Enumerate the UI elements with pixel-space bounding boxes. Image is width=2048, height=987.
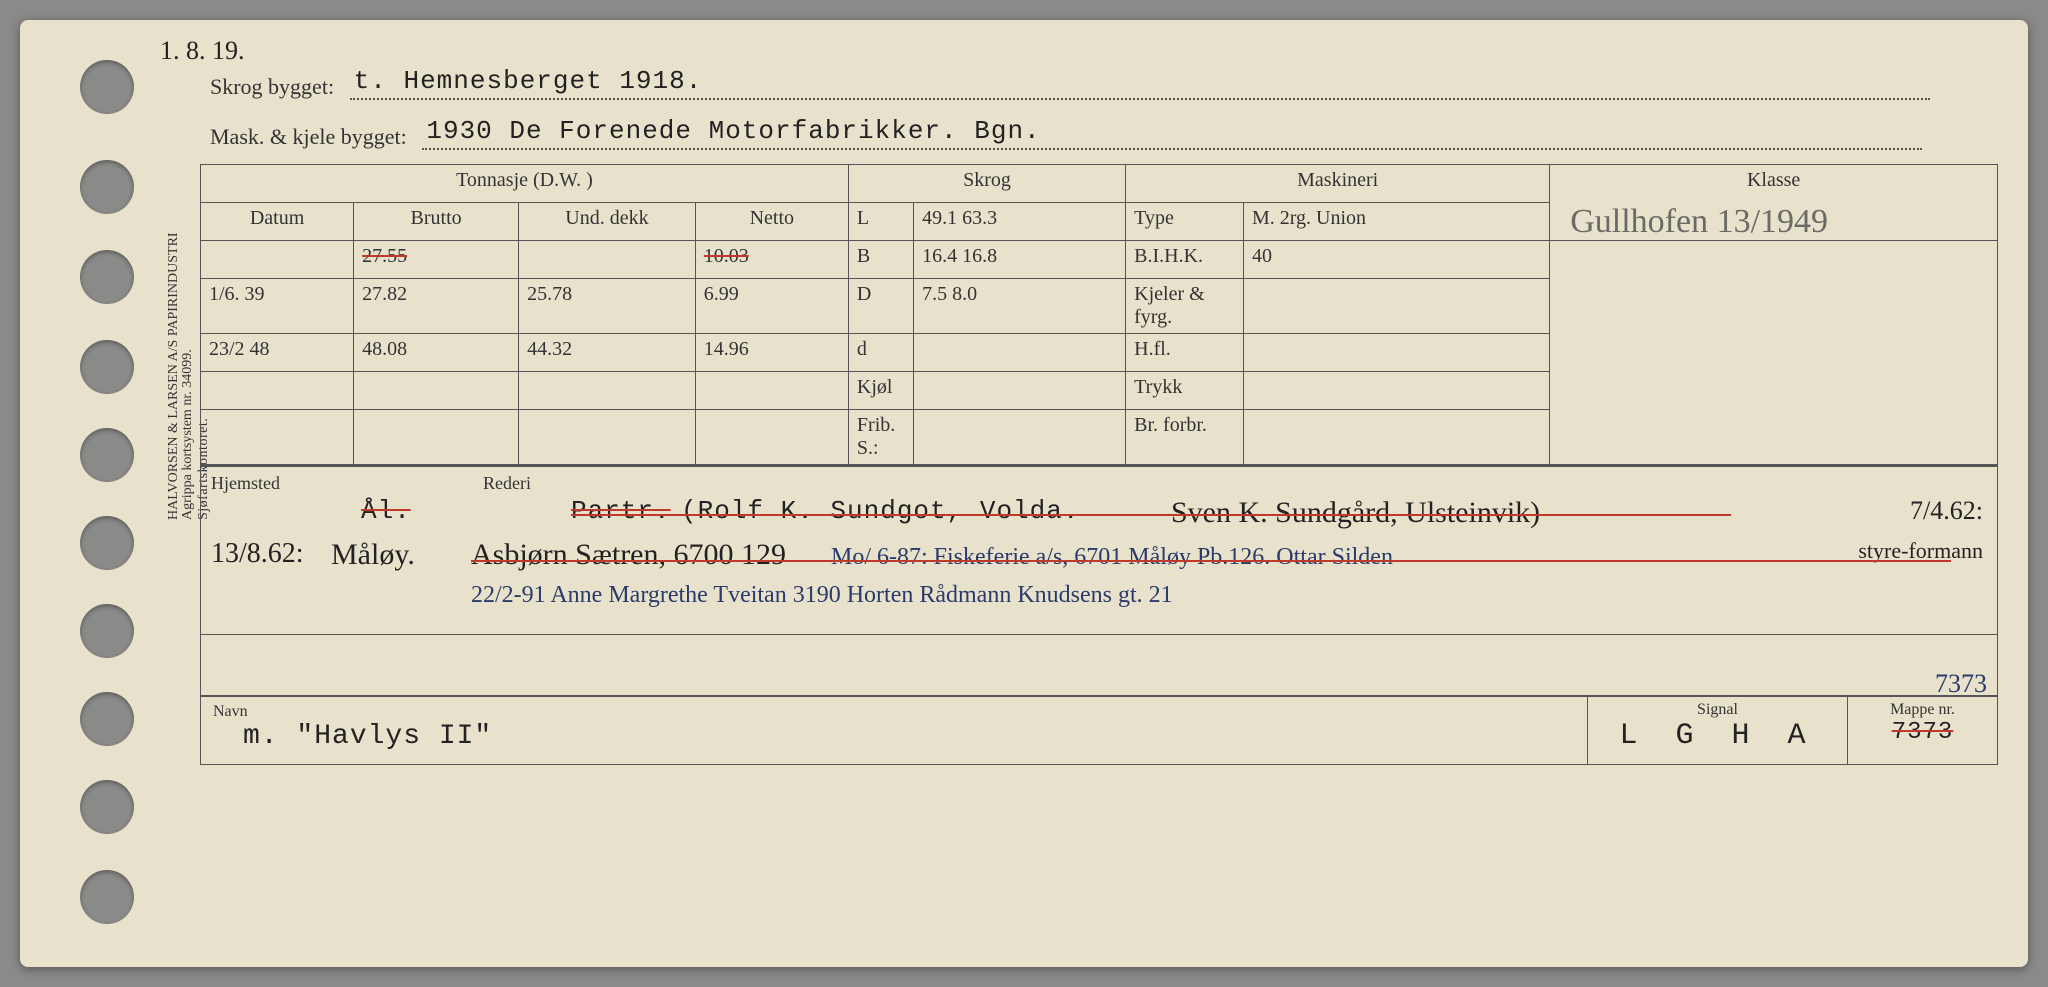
punch-hole (80, 516, 134, 570)
punch-hole (80, 692, 134, 746)
line3: 22/2-91 Anne Margrethe Tveitan 3190 Hort… (471, 582, 1173, 609)
th-tonnasje: Tonnasje (D.W. ) (201, 165, 849, 203)
klasse-cell (1550, 241, 1998, 465)
cell-brutto: 48.08 (354, 334, 519, 372)
th-unddekk: Und. dekk (519, 203, 696, 241)
header-block: 1. 8. 19. Skrog bygget: t. Hemnesberget … (200, 30, 1998, 160)
signal-value: L G H A (1596, 719, 1839, 753)
navn-value: m. "Havlys II" (243, 721, 1575, 752)
skrog-B-val: 16.4 16.8 (914, 241, 1126, 279)
cell-brutto: 27.55 (354, 241, 519, 279)
skrog-D-label: D (848, 279, 913, 334)
mask-kjeler-val (1243, 279, 1549, 334)
skrog-kjol-label: Kjøl (848, 372, 913, 410)
mappe-typed: 7373 (1856, 719, 1989, 746)
rederi-label: Rederi (483, 473, 531, 494)
bottom-section: Navn m. "Havlys II" Signal L G H A 7373 … (200, 695, 1998, 765)
cell-unddekk: 44.32 (519, 334, 696, 372)
th-skrog: Skrog (848, 165, 1125, 203)
skrog-kjol-val (914, 372, 1126, 410)
skrog-bygget-label: Skrog bygget: (210, 74, 334, 99)
cell-datum: 23/2 48 (201, 334, 354, 372)
skrog-d-val (914, 334, 1126, 372)
mask-trykk-label: Trykk (1126, 372, 1244, 410)
cell-brutto: 27.82 (354, 279, 519, 334)
th-brutto: Brutto (354, 203, 519, 241)
line2b: Mo/ 6-87: Fiskeferie a/s, 6701 Måløy Pb.… (831, 544, 1393, 571)
punch-hole (80, 340, 134, 394)
red-strikethrough-icon (471, 560, 1951, 562)
cell-unddekk: 25.78 (519, 279, 696, 334)
th-klasse: Klasse Gullhofen 13/1949 (1550, 165, 1998, 241)
mask-br-label: Br. forbr. (1126, 410, 1244, 465)
th-netto: Netto (695, 203, 848, 241)
punch-hole (80, 870, 134, 924)
mask-bihk-val: 40 (1243, 241, 1549, 279)
hjemsted-1: Ål. (361, 496, 411, 526)
rederi-1-hand: Sven K. Sundgård, Ulsteinvik) (1171, 496, 1540, 530)
mask-trykk-val (1243, 372, 1549, 410)
klasse-label: Klasse (1747, 169, 1800, 191)
mask-kjeler-label: Kjeler & fyrg. (1126, 279, 1244, 334)
skrog-L-label: L (848, 203, 913, 241)
mask-kjele-label: Mask. & kjele bygget: (210, 124, 407, 149)
punch-hole-strip: HALVORSEN & LARSEN A/S PAPIRINDUSTRI Agr… (20, 20, 190, 967)
mask-type-label: Type (1126, 203, 1244, 241)
punch-hole (80, 428, 134, 482)
index-card: HALVORSEN & LARSEN A/S PAPIRINDUSTRI Agr… (20, 20, 2028, 967)
hjemsted-2: Måløy. (331, 538, 415, 572)
punch-hole (80, 250, 134, 304)
mappe-label: Mappe nr. (1856, 701, 1989, 719)
punch-hole (80, 60, 134, 114)
th-maskineri: Maskineri (1126, 165, 1550, 203)
punch-hole (80, 160, 134, 214)
owner-section: Hjemsted Rederi Ål. Partr. (Rolf K. Sund… (200, 465, 1998, 635)
navn-label: Navn (213, 703, 1575, 721)
punch-hole (80, 780, 134, 834)
mask-hfl-label: H.fl. (1126, 334, 1244, 372)
skrog-D-val: 7.5 8.0 (914, 279, 1126, 334)
cell-netto: 6.99 (695, 279, 848, 334)
mappe-hand: 7373 (1935, 669, 1987, 699)
skrog-bygget-value: t. Hemnesberget 1918. (350, 66, 703, 96)
klasse-note: Gullhofen 13/1949 (1570, 203, 1828, 241)
mask-type-val: M. 2rg. Union (1243, 203, 1549, 241)
cell-netto: 14.96 (695, 334, 848, 372)
th-datum: Datum (201, 203, 354, 241)
spacer (200, 635, 1998, 695)
mask-kjele-value: 1930 De Forenede Motorfabrikker. Bgn. (422, 116, 1040, 146)
mask-br-val (1243, 410, 1549, 465)
hjemsted-label: Hjemsted (211, 473, 361, 494)
cell-netto: 10.03 (695, 241, 848, 279)
cell-datum (201, 241, 354, 279)
skrog-frib-label: Frib. S.: (848, 410, 913, 465)
line2a: Asbjørn Sætren, 6700 129 (471, 538, 786, 572)
skrog-L-val: 49.1 63.3 (914, 203, 1126, 241)
skrog-B-label: B (848, 241, 913, 279)
skrog-d-label: d (848, 334, 913, 372)
card-content: 1. 8. 19. Skrog bygget: t. Hemnesberget … (190, 20, 2028, 967)
cell-unddekk (519, 241, 696, 279)
red-strikethrough-icon (571, 514, 1731, 516)
cell-datum: 1/6. 39 (201, 279, 354, 334)
skrog-frib-val (914, 410, 1126, 465)
mask-hfl-val (1243, 334, 1549, 372)
punch-hole (80, 604, 134, 658)
rederi-1-rest: (Rolf K. Sundgot, Volda. (681, 496, 1079, 526)
rederi-1-date: 7/4.62: (1910, 496, 1983, 526)
corner-date: 1. 8. 19. (160, 36, 245, 66)
mask-bihk-label: B.I.H.K. (1126, 241, 1244, 279)
rederi-1-struck: Partr. (571, 496, 671, 526)
hjemsted-2-date: 13/8.62: (211, 538, 304, 570)
signal-label: Signal (1596, 701, 1839, 719)
main-table: Tonnasje (D.W. ) Skrog Maskineri Klasse … (200, 164, 1998, 465)
table-row: 27.55 10.03 B 16.4 16.8 B.I.H.K. 40 (201, 241, 1998, 279)
